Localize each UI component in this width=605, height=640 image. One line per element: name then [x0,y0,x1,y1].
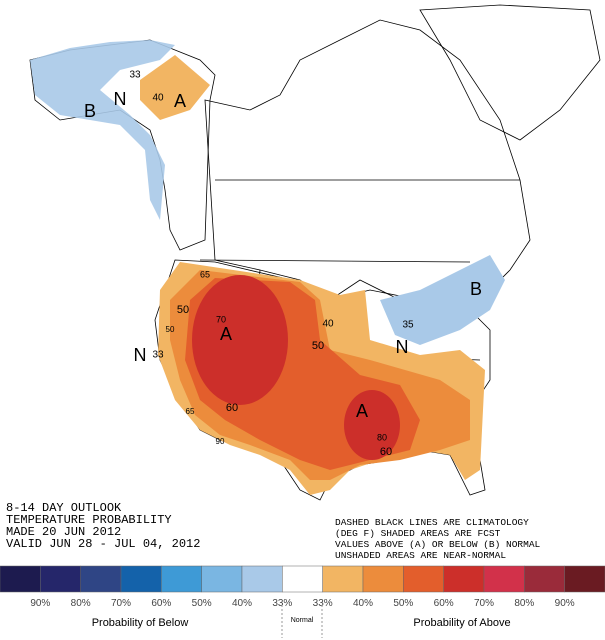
note-line: DASHED BLACK LINES ARE CLIMATOLOGY [335,517,529,528]
map-label: 90 [216,437,225,446]
legend-swatch [483,565,525,593]
legend-label: 33% [272,598,292,609]
legend-swatch [241,565,283,593]
map-label: 40 [152,93,164,104]
outlook-line: MADE 20 JUN 2012 [6,525,121,539]
map-label: 65 [186,407,195,416]
legend-label: 70% [111,598,131,609]
map-label: N [134,345,147,365]
legend-label: 90% [30,598,50,609]
legend-swatch [564,565,605,593]
map-label: 80 [377,432,387,442]
legend-swatch [161,565,202,593]
legend-swatch [322,565,364,593]
note-line: VALUES ABOVE (A) OR BELOW (B) NORMAL [335,539,541,550]
map-label: N [114,89,127,109]
legend-label: 50% [192,598,212,609]
outlook-line: VALID JUN 28 - JUL 04, 2012 [6,537,200,551]
above-alaska [140,55,210,120]
map-label: 35 [402,320,414,331]
legend-label: 40% [353,598,373,609]
notes-text: DASHED BLACK LINES ARE CLIMATOLOGY(DEG F… [335,517,541,561]
outlook-line: TEMPERATURE PROBABILITY [6,513,172,527]
legend-swatch [362,565,404,593]
legend-label: 40% [232,598,252,609]
map-label: 33 [129,70,141,81]
legend-label: 50% [393,598,413,609]
legend-swatch [80,565,122,593]
map-label: 50 [312,340,324,352]
map-label: 40 [322,319,334,330]
legend-swatch [201,565,243,593]
below-northeast [380,255,505,345]
map-label: B [84,101,96,121]
map-label: 70 [216,314,226,324]
legend-swatch [120,565,162,593]
legend-swatch [524,565,565,593]
map-label: 60 [226,402,238,414]
note-line: (DEG F) SHADED AREAS ARE FCST [335,528,501,539]
map-label: 33 [152,350,164,361]
map-label: 50 [166,325,175,334]
legend-label: 70% [474,598,494,609]
note-line: UNSHADED AREAS ARE NEAR-NORMAL [335,550,506,561]
below-alaska [30,40,175,220]
legend-swatch [0,565,41,593]
map-label: 50 [177,304,189,316]
legend-swatch [403,565,444,593]
legend-swatch [40,565,81,593]
legend-swatch [282,565,323,593]
legend-label: 90% [555,598,575,609]
above-core-south [344,390,400,460]
legend-label: 60% [151,598,171,609]
map-label: B [470,279,482,299]
map-label: A [356,401,368,421]
legend: 90% 80% 70% 60% 50% 40% 33% 33% 40% 50% 60% 70% 80% 9… [0,565,605,609]
legend-label: 33% [313,598,333,609]
legend-normal: Normal [291,617,314,624]
legend-above: Probability of Above [413,617,510,629]
above-core-west [192,275,288,405]
map-label: 65 [200,269,210,279]
map-label: A [174,91,186,111]
legend-below: Probability of Below [92,617,189,629]
outlook-line: 8-14 DAY OUTLOOK [6,501,122,515]
legend-label: 80% [71,598,91,609]
legend-swatch [443,565,485,593]
legend-label: 80% [514,598,534,609]
map-label: N [396,337,409,357]
legend-label: 60% [434,598,454,609]
map-label: 60 [380,446,392,458]
map-label: A [220,324,232,344]
